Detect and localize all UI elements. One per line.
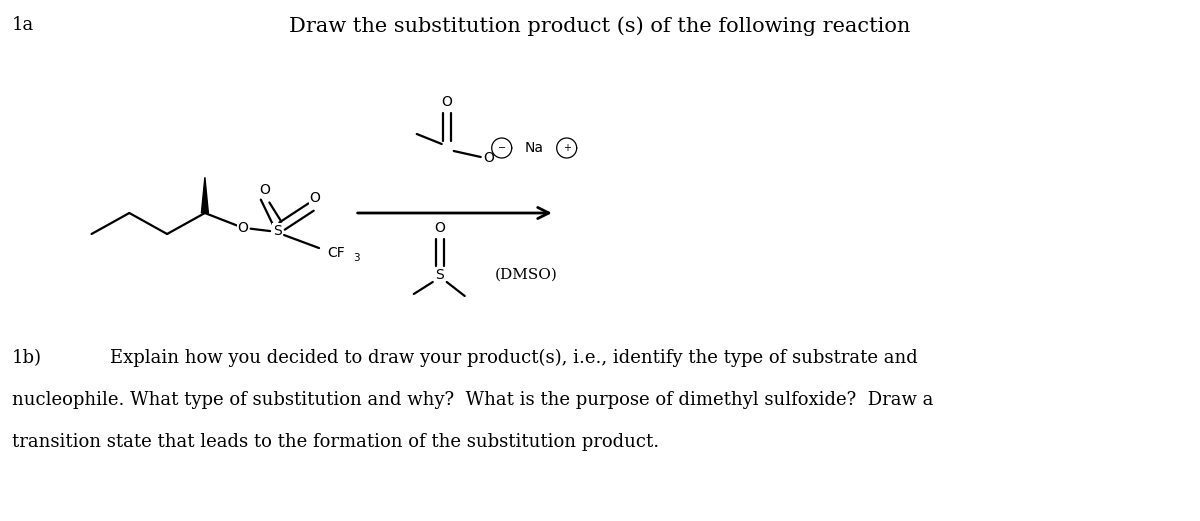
Text: Draw the substitution product (s) of the following reaction: Draw the substitution product (s) of the… — [289, 16, 911, 35]
Text: +: + — [563, 143, 571, 153]
Text: transition state that leads to the formation of the substitution product.: transition state that leads to the forma… — [12, 433, 659, 451]
Text: O: O — [310, 191, 320, 205]
Polygon shape — [202, 177, 209, 213]
Text: Explain how you decided to draw your product(s), i.e., identify the type of subs: Explain how you decided to draw your pro… — [110, 349, 918, 367]
Text: O: O — [434, 221, 445, 235]
Text: 3: 3 — [353, 253, 360, 263]
Text: O: O — [238, 221, 248, 234]
Text: 1b): 1b) — [12, 349, 42, 367]
Text: CF: CF — [328, 246, 344, 260]
Text: (DMSO): (DMSO) — [494, 268, 558, 282]
Text: −: − — [498, 143, 505, 153]
Text: O: O — [259, 183, 270, 197]
Text: nucleophile. What type of substitution and why?  What is the purpose of dimethyl: nucleophile. What type of substitution a… — [12, 391, 934, 409]
Text: 1a: 1a — [12, 16, 35, 34]
Text: Na: Na — [524, 141, 544, 155]
Text: O: O — [484, 151, 494, 165]
Text: S: S — [436, 268, 444, 282]
Text: O: O — [442, 95, 452, 109]
Text: S: S — [272, 224, 282, 238]
